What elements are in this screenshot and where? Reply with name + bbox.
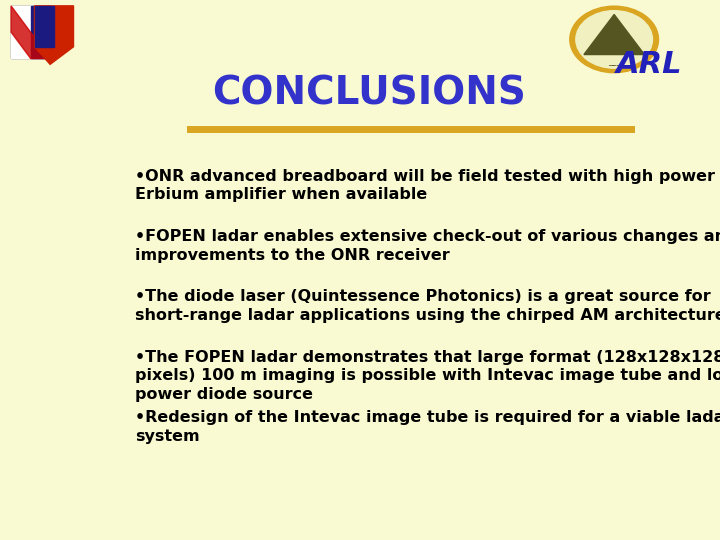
Polygon shape [30, 6, 50, 58]
Text: •FOPEN ladar enables extensive check-out of various changes and
improvements to : •FOPEN ladar enables extensive check-out… [135, 229, 720, 262]
Text: •ONR advanced breadboard will be field tested with high power
Erbium amplifier w: •ONR advanced breadboard will be field t… [135, 168, 715, 202]
Text: •The FOPEN ladar demonstrates that large format (128x128x128
pixels) 100 m imagi: •The FOPEN ladar demonstrates that large… [135, 349, 720, 402]
Text: ___: ___ [608, 58, 621, 66]
Text: •The diode laser (Quintessence Photonics) is a great source for
short-range lada: •The diode laser (Quintessence Photonics… [135, 289, 720, 323]
Polygon shape [35, 6, 73, 64]
Text: •Redesign of the Intevac image tube is required for a viable ladar
system: •Redesign of the Intevac image tube is r… [135, 410, 720, 443]
Circle shape [576, 11, 652, 68]
Circle shape [570, 6, 659, 73]
Polygon shape [11, 6, 30, 58]
Polygon shape [11, 6, 50, 58]
Polygon shape [35, 6, 54, 47]
Text: ARL: ARL [616, 50, 682, 79]
Polygon shape [11, 6, 50, 58]
Text: CONCLUSIONS: CONCLUSIONS [212, 75, 526, 113]
Polygon shape [584, 15, 644, 55]
